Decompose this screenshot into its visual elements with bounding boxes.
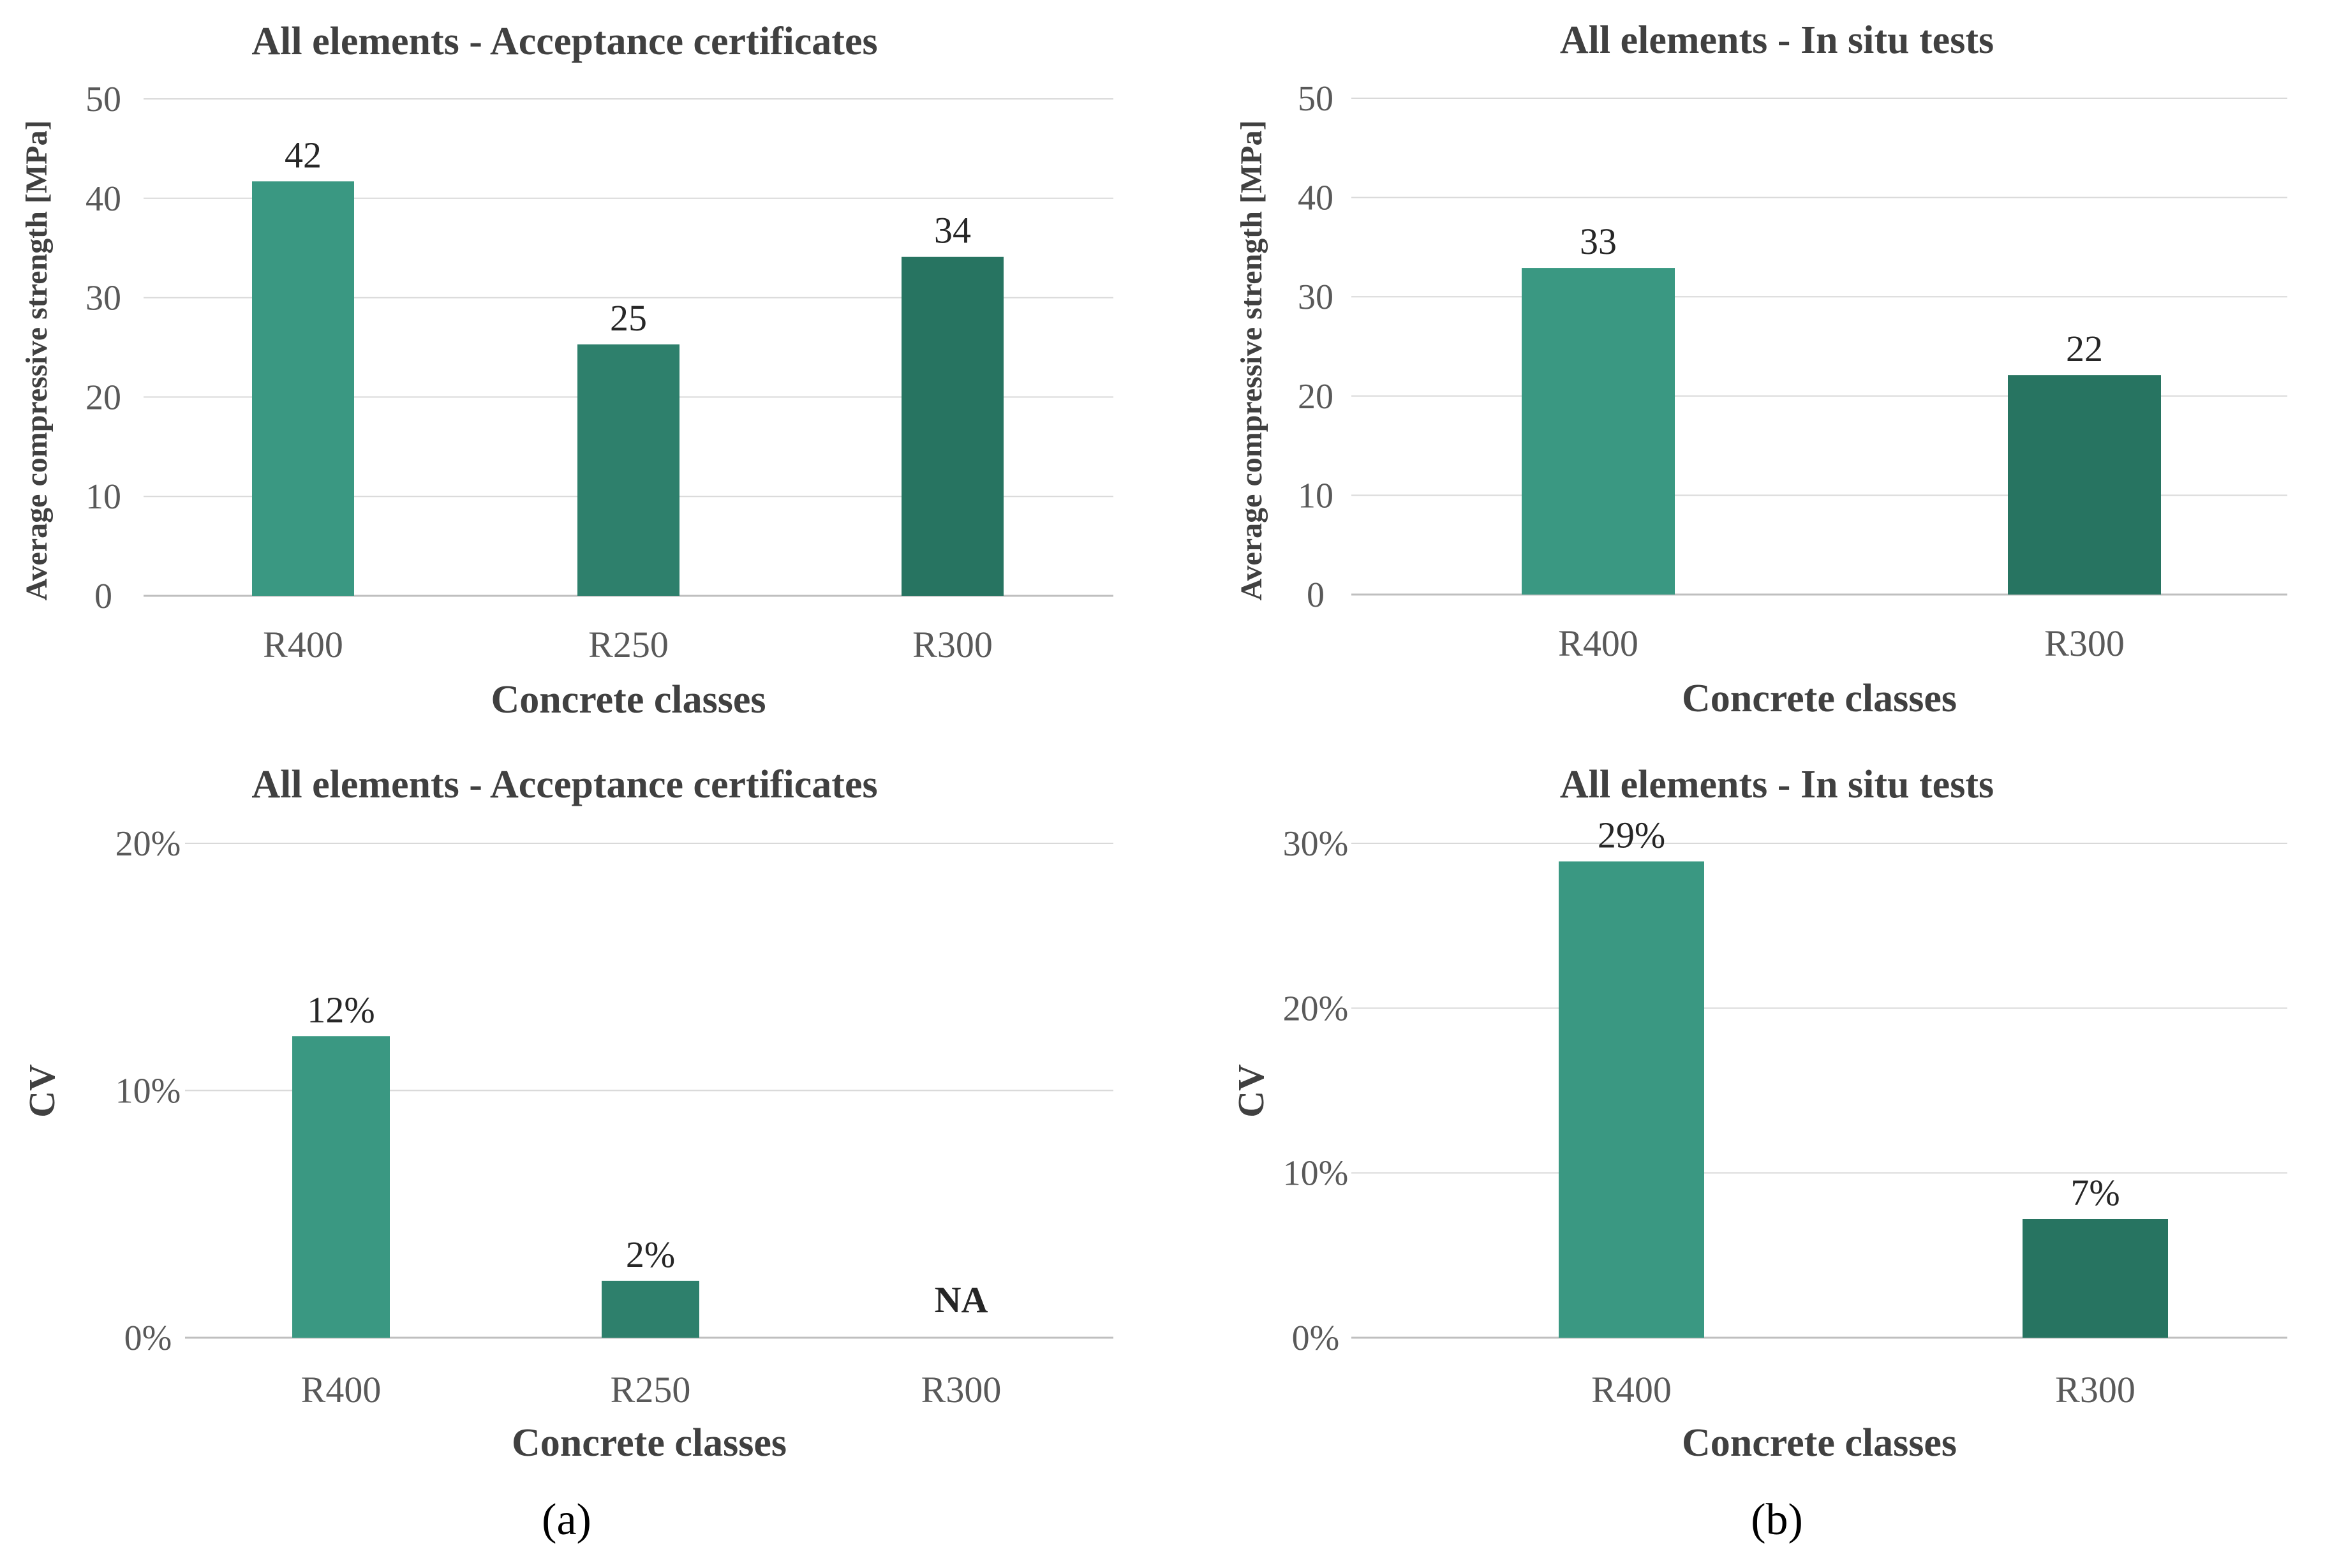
chart4-y-tick-label: 0% [1292, 1319, 1340, 1358]
chart1-data-label: 42 [285, 134, 322, 175]
chart3-y-axis-label: CV [21, 1064, 63, 1118]
chart2-y-tick-label: 10 [1298, 476, 1333, 515]
chart3-category-label: R250 [611, 1369, 691, 1410]
chart4-bar-r400 [1559, 861, 1704, 1338]
chart3-data-label-na: NA [935, 1279, 988, 1320]
chart1-y-tick-label: 50 [85, 80, 121, 119]
chart1-bar-r400 [252, 181, 354, 596]
chart4-y-tick-label: 10% [1283, 1154, 1349, 1194]
chart4-y-tick-label: 20% [1283, 989, 1349, 1028]
chart1-y-tick-label: 20 [85, 378, 121, 417]
chart2-y-tick-label: 0 [1307, 575, 1325, 615]
chart1-category-label: R400 [263, 624, 343, 665]
chart3-category-label: R400 [301, 1369, 382, 1410]
chart3-data-label: 12% [307, 989, 375, 1030]
chart2-y-tick-label: 20 [1298, 377, 1333, 417]
chart3-data-label: 2% [626, 1234, 675, 1275]
chart2-y-tick-label: 50 [1298, 79, 1333, 119]
chart4-x-axis-label: Concrete classes [1682, 1421, 1957, 1465]
chart4-data-label: 7% [2070, 1172, 2120, 1213]
chart2-data-label: 22 [2066, 328, 2103, 369]
chart1-data-label: 34 [934, 210, 971, 251]
chart2-y-tick-label: 30 [1298, 277, 1333, 317]
chart1-y-tick-label: 30 [85, 279, 121, 318]
chart1-bar-r250 [577, 344, 679, 596]
chart3-y-tick-label: 0% [124, 1319, 172, 1358]
chart2-bar-r400 [1522, 268, 1675, 595]
chart3-title: All elements - Acceptance certificates [251, 763, 877, 806]
chart2-title: All elements - In situ tests [1560, 18, 1994, 62]
chart1-data-label: 25 [610, 297, 647, 339]
chart1-title: All elements - Acceptance certificates [251, 20, 877, 63]
chart2-y-axis-label: Average compressive strength [MPa] [1235, 120, 1268, 600]
chart2-bar-r300 [2008, 375, 2161, 595]
chart3-y-tick-label: 20% [115, 824, 181, 864]
chart1-x-axis-label: Concrete classes [491, 678, 766, 721]
chart2-category-label: R400 [1558, 623, 1638, 664]
chart4-category-label: R400 [1591, 1369, 1672, 1410]
panel-label-b: (b) [1751, 1495, 1803, 1544]
chart4-y-axis-label: CV [1230, 1064, 1272, 1118]
chart1-category-label: R300 [912, 624, 993, 665]
chart4-category-label: R300 [2055, 1369, 2135, 1410]
chart3-bar-r250 [602, 1280, 699, 1338]
chart2-x-axis-label: Concrete classes [1682, 677, 1957, 720]
chart1-y-tick-label: 0 [94, 577, 112, 616]
chart1-y-tick-label: 40 [85, 179, 121, 219]
chart4-bar-r300 [2023, 1219, 2168, 1338]
chart4-data-label: 29% [1598, 814, 1665, 855]
chart2-category-label: R300 [2044, 623, 2125, 664]
chart2-y-tick-label: 40 [1298, 179, 1333, 218]
chart3-category-label: R300 [921, 1369, 1002, 1410]
chart3-x-axis-label: Concrete classes [512, 1421, 787, 1465]
chart1-y-axis-label: Average compressive strength [MPa] [20, 120, 54, 600]
chart3-bar-r400 [292, 1036, 390, 1338]
chart1-category-label: R250 [588, 624, 669, 665]
chart1-y-tick-label: 10 [85, 477, 121, 517]
chart4-y-tick-label: 30% [1283, 824, 1349, 864]
chart4-title: All elements - In situ tests [1560, 763, 1994, 806]
chart3-y-tick-label: 10% [115, 1072, 181, 1111]
panel-label-a: (a) [542, 1495, 591, 1544]
chart1-bar-r300 [902, 256, 1004, 596]
chart2-data-label: 33 [1580, 221, 1617, 262]
